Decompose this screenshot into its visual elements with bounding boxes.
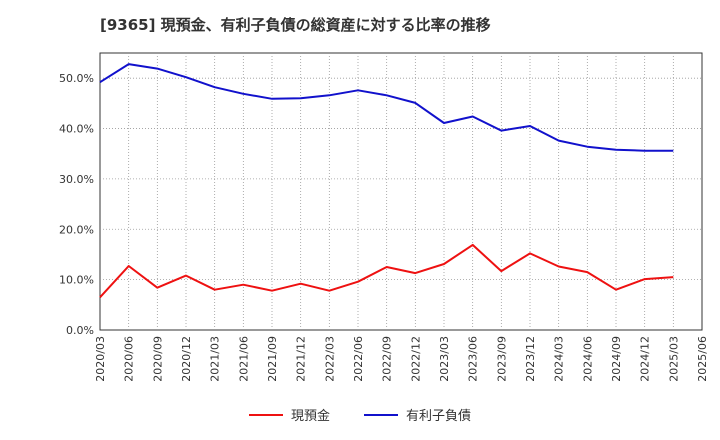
x-tick-label: 2021/06 — [237, 336, 250, 382]
legend-item-cash: 現預金 — [248, 405, 330, 424]
x-tick-label: 2024/09 — [610, 336, 623, 382]
chart-title: [9365] 現預金、有利子負債の総資産に対する比率の推移 — [100, 16, 491, 34]
x-tick-label: 2021/12 — [295, 336, 308, 382]
x-tick-label: 2023/12 — [524, 336, 537, 382]
legend-label-debt: 有利子負債 — [406, 409, 472, 424]
y-tick-label: 0.0% — [66, 324, 94, 337]
x-tick-label: 2025/03 — [667, 336, 680, 382]
x-tick-label: 2022/03 — [323, 336, 336, 382]
y-tick-label: 50.0% — [59, 72, 94, 85]
y-tick-label: 10.0% — [59, 274, 94, 287]
y-tick-label: 30.0% — [59, 173, 94, 186]
series-line-debt — [99, 63, 674, 152]
x-tick-label: 2024/03 — [553, 336, 566, 382]
y-tick-label: 20.0% — [59, 223, 94, 236]
legend: 現預金 有利子負債 — [0, 405, 720, 424]
x-tick-label: 2023/06 — [467, 336, 480, 382]
x-tick-label: 2023/03 — [438, 336, 451, 382]
series-line-cash — [99, 243, 674, 298]
x-tick-label: 2020/09 — [151, 336, 164, 382]
legend-swatch-cash — [248, 413, 283, 416]
x-tick-label: 2024/12 — [639, 336, 652, 382]
legend-label-cash: 現預金 — [290, 409, 330, 424]
plot-area — [99, 52, 703, 331]
x-tick-label: 2024/06 — [581, 336, 594, 382]
x-tick-label: 2025/06 — [696, 336, 709, 382]
x-tick-label: 2022/12 — [409, 336, 422, 382]
x-tick-label: 2020/06 — [123, 336, 136, 382]
x-tick-label: 2022/09 — [381, 336, 394, 382]
x-tick-label: 2021/03 — [209, 336, 222, 382]
x-tick-label: 2023/09 — [495, 336, 508, 382]
x-tick-label: 2021/09 — [266, 336, 279, 382]
legend-item-debt: 有利子負債 — [364, 405, 471, 424]
x-tick-label: 2020/12 — [180, 336, 193, 382]
x-tick-label: 2020/03 — [94, 336, 107, 382]
x-tick-label: 2022/06 — [352, 336, 365, 382]
y-tick-label: 40.0% — [59, 123, 94, 136]
legend-swatch-debt — [364, 413, 398, 416]
